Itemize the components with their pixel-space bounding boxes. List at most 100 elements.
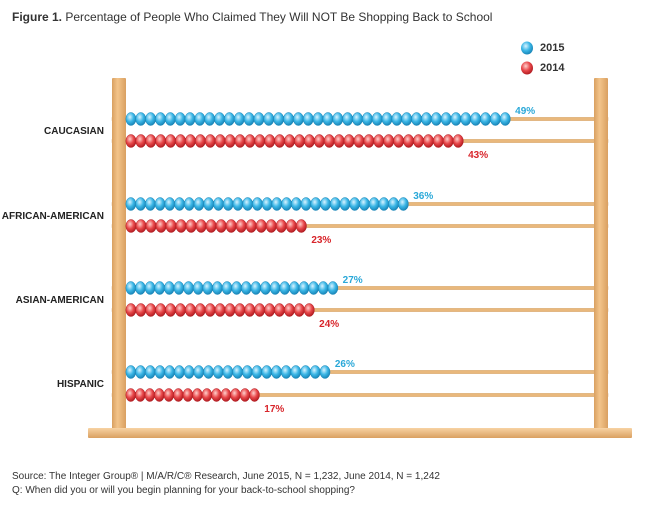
bead-hispanic-2015 — [232, 365, 243, 379]
bead-african-american-2014 — [275, 219, 287, 233]
bead-caucasian-2014 — [194, 134, 206, 148]
legend: 2015 2014 — [520, 38, 564, 78]
bead-caucasian-2014 — [244, 134, 256, 148]
bead-asian-american-2015 — [298, 281, 310, 295]
bead-asian-american-2015 — [231, 281, 242, 295]
bead-hispanic-2015 — [174, 365, 185, 379]
bead-african-american-2014 — [135, 219, 147, 233]
bead-african-american-2014 — [225, 219, 237, 233]
left-post — [112, 78, 126, 430]
bead-caucasian-2015 — [499, 112, 511, 126]
bead-caucasian-2014 — [224, 134, 236, 148]
bead-hispanic-2015 — [212, 365, 224, 379]
bead-asian-american-2015 — [289, 281, 300, 295]
bead-hispanic-2015 — [164, 365, 175, 379]
category-label-asian-american: ASIAN-AMERICAN — [16, 295, 104, 306]
bead-african-american-2014 — [285, 219, 297, 233]
bead-caucasian-2014 — [304, 134, 315, 148]
bead-caucasian-2015 — [155, 112, 166, 126]
bead-asian-american-2014 — [224, 303, 236, 317]
bead-hispanic-2014 — [230, 388, 241, 402]
chart-title: Figure 1. Percentage of People Who Claim… — [12, 10, 492, 24]
bead-african-american-2014 — [125, 219, 137, 233]
bar-hispanic-2015 — [125, 365, 331, 379]
bead-african-american-2015 — [271, 197, 283, 211]
bead-african-american-2015 — [193, 197, 205, 211]
bead-african-american-2015 — [310, 197, 322, 211]
bead-caucasian-2015 — [421, 112, 432, 126]
legend-swatch-2014 — [521, 61, 533, 75]
bead-caucasian-2015 — [253, 112, 265, 126]
bead-caucasian-2015 — [224, 112, 235, 126]
bead-caucasian-2015 — [440, 112, 452, 126]
bead-asian-american-2015 — [269, 281, 281, 295]
bar-caucasian-2015 — [125, 112, 511, 126]
bead-hispanic-2015 — [183, 365, 195, 379]
bead-african-american-2014 — [175, 219, 187, 233]
bead-caucasian-2015 — [490, 112, 501, 126]
bead-african-american-2015 — [203, 197, 215, 211]
value-label-african-american-2015: 36% — [413, 191, 433, 202]
bead-caucasian-2014 — [323, 134, 335, 148]
category-label-hispanic: HISPANIC — [57, 379, 104, 390]
bead-asian-american-2015 — [308, 281, 319, 295]
bead-caucasian-2014 — [284, 134, 296, 148]
bead-caucasian-2015 — [125, 112, 137, 126]
bead-caucasian-2014 — [264, 134, 276, 148]
bead-caucasian-2015 — [283, 112, 294, 126]
bead-caucasian-2014 — [393, 134, 405, 148]
bead-caucasian-2014 — [423, 134, 434, 148]
bead-caucasian-2014 — [204, 134, 216, 148]
bead-asian-american-2014 — [184, 303, 196, 317]
bead-caucasian-2015 — [371, 112, 383, 126]
chart-footer: Source: The Integer Group® | M/A/R/C® Re… — [12, 470, 440, 498]
bead-caucasian-2015 — [450, 112, 462, 126]
bead-asian-american-2014 — [204, 303, 216, 317]
bead-asian-american-2015 — [183, 281, 194, 295]
bead-african-american-2014 — [245, 219, 257, 233]
bead-caucasian-2014 — [403, 134, 414, 148]
bead-caucasian-2015 — [174, 112, 186, 126]
bead-african-american-2015 — [183, 197, 195, 211]
value-label-african-american-2014: 23% — [311, 235, 331, 246]
bead-caucasian-2015 — [135, 112, 147, 126]
bead-asian-american-2014 — [244, 303, 256, 317]
bead-caucasian-2015 — [233, 112, 245, 126]
bead-caucasian-2014 — [294, 134, 305, 148]
bead-caucasian-2015 — [430, 112, 442, 126]
bead-caucasian-2015 — [401, 112, 413, 126]
bead-african-american-2014 — [205, 219, 217, 233]
bead-asian-american-2015 — [164, 281, 175, 295]
bead-caucasian-2014 — [413, 134, 424, 148]
bead-hispanic-2014 — [192, 388, 203, 402]
bead-hispanic-2015 — [242, 365, 253, 379]
bead-african-american-2015 — [339, 197, 351, 211]
bead-asian-american-2015 — [241, 281, 252, 295]
bead-african-american-2015 — [378, 197, 390, 211]
bead-asian-american-2015 — [173, 281, 185, 295]
bar-asian-american-2015 — [125, 281, 339, 295]
bead-african-american-2015 — [368, 197, 380, 211]
value-label-hispanic-2014: 17% — [264, 404, 284, 415]
bead-african-american-2015 — [174, 197, 185, 211]
bead-hispanic-2015 — [203, 365, 214, 379]
bead-caucasian-2015 — [460, 112, 472, 126]
bead-caucasian-2014 — [125, 134, 137, 148]
bead-asian-american-2015 — [144, 281, 156, 295]
bead-african-american-2015 — [300, 197, 312, 211]
bead-caucasian-2015 — [322, 112, 334, 126]
bead-caucasian-2015 — [352, 112, 363, 126]
bead-african-american-2015 — [359, 197, 370, 211]
bead-hispanic-2015 — [280, 365, 292, 379]
category-label-african-american: AFRICAN-AMERICAN — [2, 211, 104, 222]
bead-caucasian-2015 — [214, 112, 225, 126]
bead-african-american-2015 — [349, 197, 361, 211]
bead-african-american-2015 — [213, 197, 224, 211]
bead-caucasian-2014 — [373, 134, 385, 148]
bead-caucasian-2015 — [184, 112, 196, 126]
bead-caucasian-2014 — [135, 134, 147, 148]
bead-asian-american-2015 — [154, 281, 165, 295]
bead-hispanic-2015 — [300, 365, 311, 379]
bead-caucasian-2015 — [391, 112, 403, 126]
